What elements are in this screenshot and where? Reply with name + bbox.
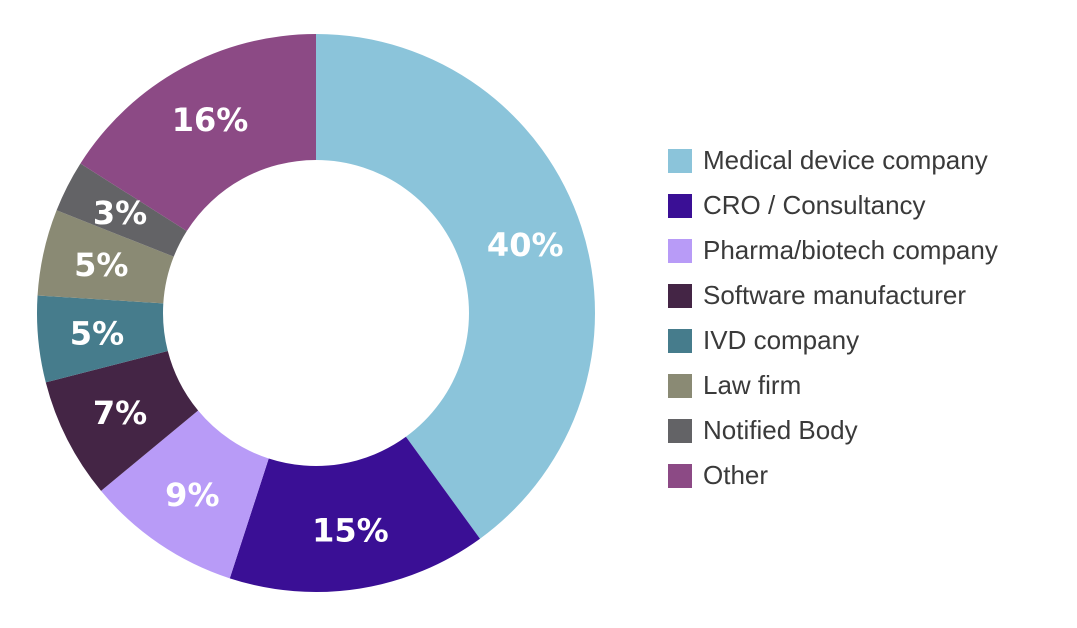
legend-swatch [668, 148, 692, 173]
value-label-law-firm: 5% [74, 246, 128, 284]
legend-label: Software manufacturer [703, 280, 967, 310]
value-label-other: 16% [172, 101, 249, 139]
legend-item-law-firm: Law firm [668, 363, 998, 408]
slice-cro-consultancy [229, 436, 480, 592]
legend-item-medical-device-company: Medical device company [668, 138, 998, 183]
legend-item-pharma-biotech-company: Pharma/biotech company [668, 228, 998, 273]
legend-label: Other [703, 460, 769, 490]
legend-item-cro-consultancy: CRO / Consultancy [668, 183, 998, 228]
legend-swatch [668, 328, 692, 353]
slice-notified-body [56, 163, 187, 257]
legend-swatch [668, 283, 692, 308]
legend-swatch [668, 193, 692, 218]
value-label-notified-body: 3% [93, 194, 147, 232]
value-label-medical-device-company: 40% [487, 226, 564, 264]
legend-swatch [668, 373, 692, 398]
slice-other [80, 34, 316, 232]
legend: Medical device company CRO / Consultancy P… [668, 138, 998, 498]
slices-group [37, 34, 596, 592]
value-label-ivd-company: 5% [70, 315, 124, 353]
value-label-pharma-biotech-company: 9% [165, 476, 219, 514]
legend-label: Law firm [703, 370, 802, 400]
legend-item-notified-body: Notified Body [668, 408, 998, 453]
slice-pharma-biotech-company [101, 410, 269, 579]
legend-label: IVD company [703, 325, 860, 355]
legend-label: CRO / Consultancy [703, 190, 926, 220]
legend-item-ivd-company: IVD company [668, 318, 998, 363]
value-labels-group: 40% 15% 9% 7% 5% 5% 3% 16% [70, 101, 564, 549]
legend-swatch [668, 238, 692, 263]
legend-label: Notified Body [703, 415, 858, 445]
value-label-software-manufacturer: 7% [93, 394, 147, 432]
legend-item-other: Other [668, 453, 998, 498]
legend-item-software-manufacturer: Software manufacturer [668, 273, 998, 318]
slice-medical-device-company [316, 34, 596, 539]
legend-label: Pharma/biotech company [703, 235, 998, 265]
slice-software-manufacturer [45, 351, 199, 491]
legend-swatch [668, 418, 692, 443]
slice-law-firm [37, 210, 174, 304]
legend-label: Medical device company [703, 145, 988, 175]
legend-swatch [668, 463, 692, 488]
value-label-cro-consultancy: 15% [312, 511, 389, 549]
donut-chart: 40% 15% 9% 7% 5% 5% 3% 16% [37, 34, 596, 592]
slice-ivd-company [37, 295, 168, 383]
